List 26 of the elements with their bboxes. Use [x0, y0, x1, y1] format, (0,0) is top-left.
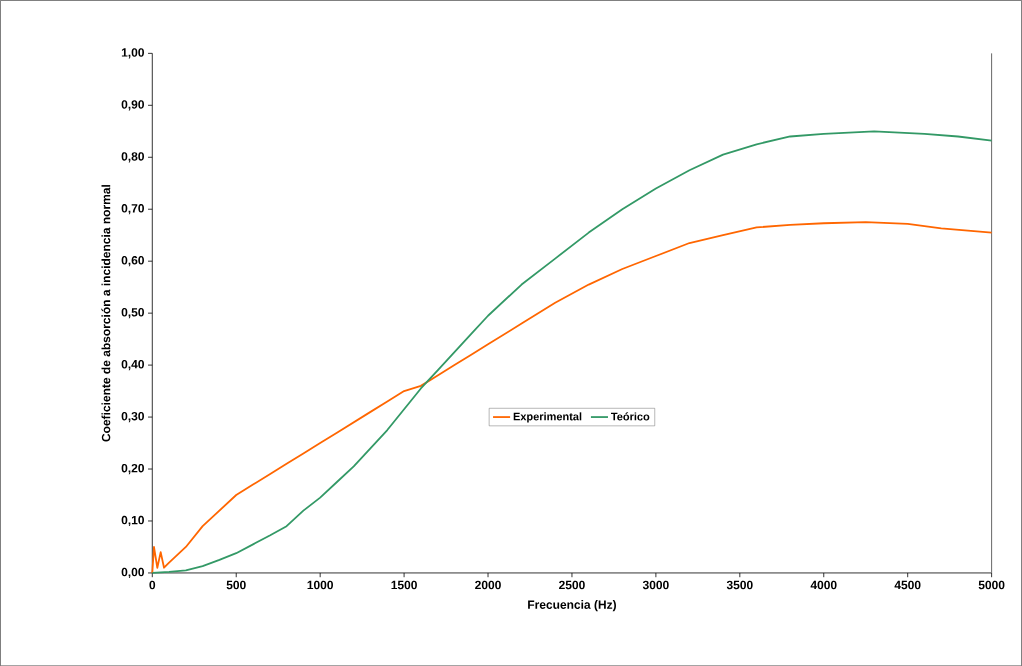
- y-tick-label: 0,30: [121, 411, 144, 423]
- x-tick-label: 0: [149, 580, 156, 590]
- legend-label: Experimental: [513, 412, 582, 423]
- x-tick-label: 4500: [894, 580, 921, 590]
- y-tick-label: 0,90: [121, 100, 144, 111]
- y-axis-title: Coeficiente de absorción a incidencia normal: [101, 184, 111, 442]
- x-tick-label: 2000: [475, 580, 501, 590]
- x-tick-label: 2500: [559, 580, 585, 590]
- legend-label: Teórico: [611, 412, 650, 421]
- x-tick-label: 500: [226, 580, 246, 590]
- x-axis-title: Frecuencia (Hz): [528, 599, 616, 612]
- y-tick-label: 0,60: [121, 255, 144, 267]
- y-tick-label: 0,70: [121, 203, 144, 215]
- y-tick-label: 0,10: [121, 515, 144, 526]
- y-tick-label: 0,80: [121, 152, 144, 163]
- x-tick-label: 5000: [978, 580, 1005, 590]
- x-tick-label: 1000: [307, 580, 333, 590]
- x-tick-label: 4000: [810, 580, 837, 590]
- x-tick-label: 3500: [726, 580, 753, 590]
- y-tick-label: 0,00: [121, 567, 144, 578]
- y-tick-label: 0,20: [121, 463, 144, 474]
- x-tick-label: 3000: [642, 580, 669, 590]
- x-tick-label: 1500: [391, 580, 417, 590]
- y-tick-label: 0,50: [121, 307, 144, 319]
- y-tick-label: 1,00: [121, 48, 144, 59]
- y-tick-label: 0,40: [121, 359, 144, 371]
